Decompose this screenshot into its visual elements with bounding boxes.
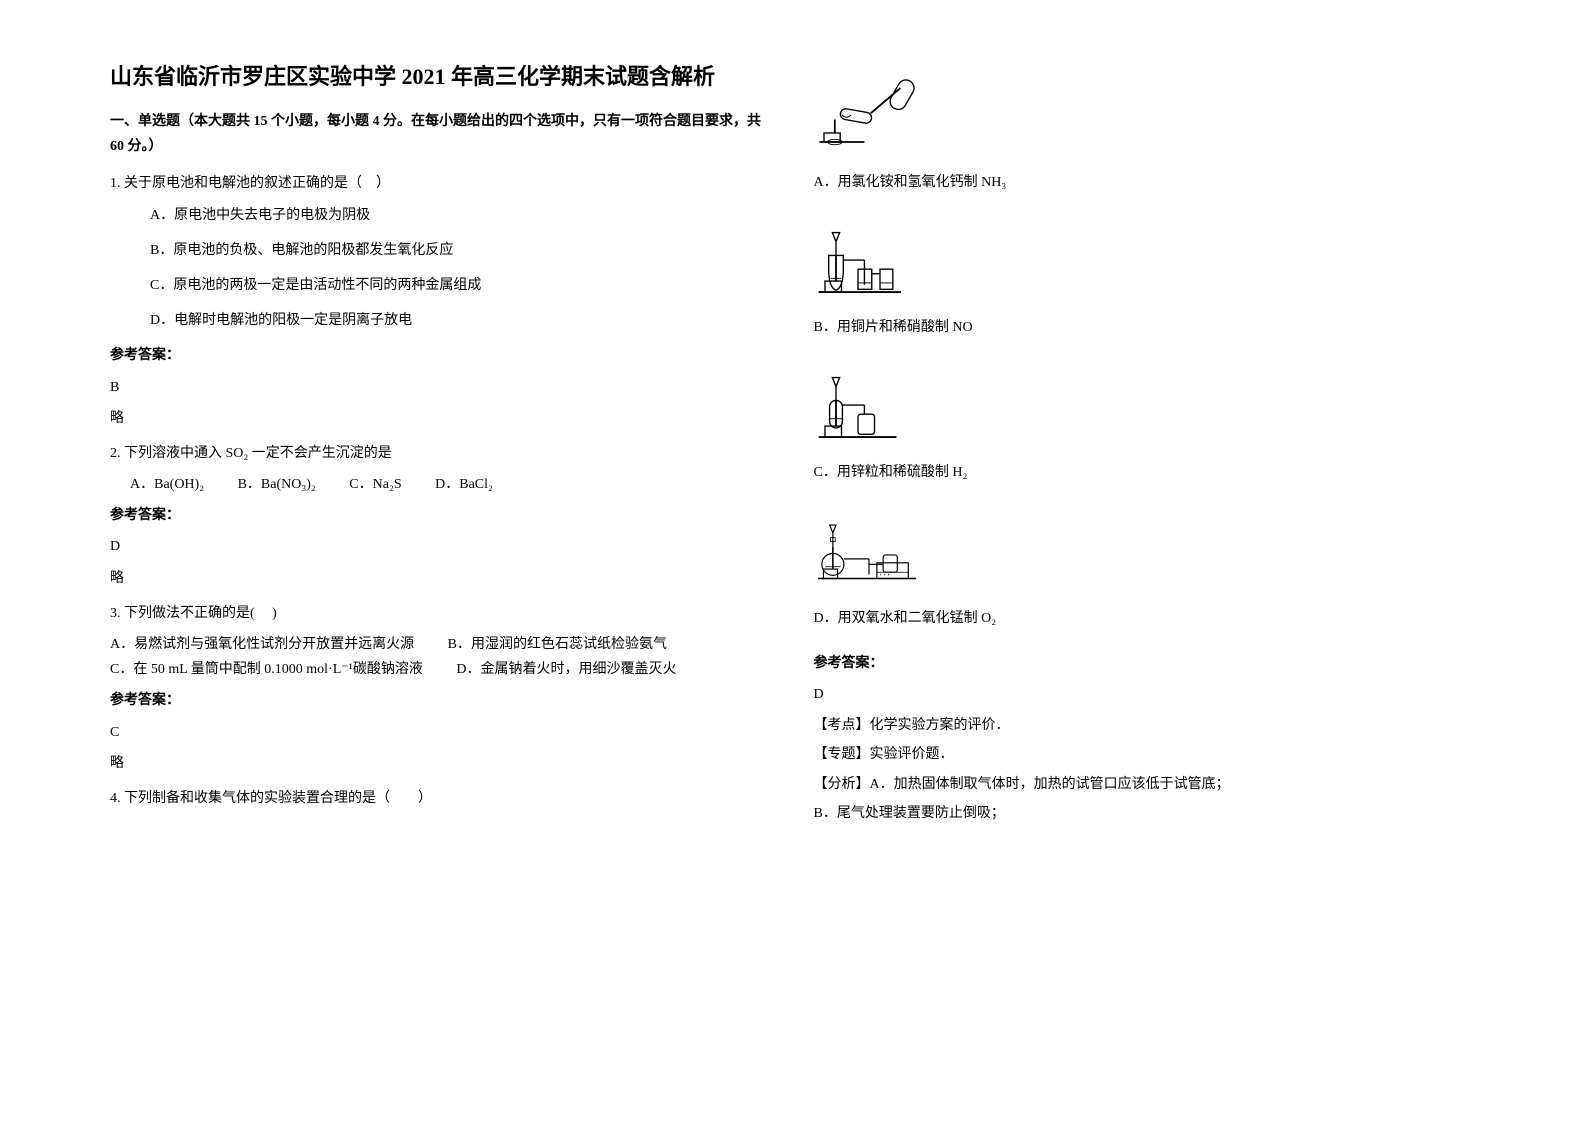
q1-note: 略: [110, 406, 774, 431]
q1-option-b: B．原电池的负极、电解池的阳极都发生氧化反应: [150, 238, 774, 263]
apparatus-a-icon: [814, 70, 924, 160]
q3-options-row1: A．易燃试剂与强氧化性试剂分开放置并远离火源 B．用湿润的红色石蕊试纸检验氨气: [110, 632, 774, 657]
q2-stem: 2. 下列溶液中通入 SO₂ 一定不会产生沉淀的是: [110, 441, 774, 466]
q4-point: 【考点】化学实验方案的评价．: [814, 713, 1478, 738]
document-title: 山东省临沂市罗庄区实验中学 2021 年高三化学期末试题含解析: [110, 60, 774, 93]
question-1: 1. 关于原电池和电解池的叙述正确的是（ ） A．原电池中失去电子的电极为阴极 …: [110, 171, 774, 431]
question-2: 2. 下列溶液中通入 SO₂ 一定不会产生沉淀的是 A．Ba(OH)₂ B．Ba…: [110, 441, 774, 591]
q2-options: A．Ba(OH)₂ B．Ba(NO₃)₂ C．Na₂S D．BaCl₂: [130, 472, 774, 497]
q3-option-a: A．易燃试剂与强氧化性试剂分开放置并远离火源: [110, 632, 414, 657]
q3-answer-label: 参考答案：: [110, 688, 774, 713]
q4-label-c: C．用锌粒和稀硫酸制 H₂: [814, 460, 1478, 485]
q3-option-c: C．在 50 mL 量筒中配制 0.1000 mol·L⁻¹碳酸钠溶液: [110, 657, 423, 682]
q3-stem: 3. 下列做法不正确的是( ): [110, 601, 774, 626]
q4-diagram-d: [814, 506, 1478, 596]
q4-label-a: A．用氯化铵和氢氧化钙制 NH₃: [814, 170, 1478, 195]
q2-note: 略: [110, 566, 774, 591]
q4-answer-label: 参考答案：: [814, 651, 1478, 676]
q3-note: 略: [110, 751, 774, 776]
q1-option-d: D．电解时电解池的阳极一定是阴离子放电: [150, 308, 774, 333]
q1-answer: B: [110, 375, 774, 400]
question-4: 4. 下列制备和收集气体的实验装置合理的是（ ）: [110, 786, 774, 811]
q1-answer-label: 参考答案：: [110, 343, 774, 368]
q2-answer: D: [110, 534, 774, 559]
q4-diagram-b: [814, 215, 1478, 305]
section-header: 一、单选题（本大题共 15 个小题，每小题 4 分。在每小题给出的四个选项中，只…: [110, 109, 774, 159]
q2-option-d: D．BaCl₂: [435, 472, 493, 497]
question-3: 3. 下列做法不正确的是( ) A．易燃试剂与强氧化性试剂分开放置并远离火源 B…: [110, 601, 774, 776]
apparatus-b-icon: [814, 215, 924, 305]
q3-options-row2: C．在 50 mL 量筒中配制 0.1000 mol·L⁻¹碳酸钠溶液 D．金属…: [110, 657, 774, 682]
q1-option-c: C．原电池的两极一定是由活动性不同的两种金属组成: [150, 273, 774, 298]
q4-diagram-a: [814, 70, 1478, 160]
q4-label-b: B．用铜片和稀硝酸制 NO: [814, 315, 1478, 340]
q2-option-a: A．Ba(OH)₂: [130, 472, 204, 497]
q2-answer-label: 参考答案：: [110, 503, 774, 528]
q2-option-c: C．Na₂S: [349, 472, 401, 497]
apparatus-c-icon: [814, 360, 924, 450]
q4-analysis-b: B．尾气处理装置要防止倒吸；: [814, 801, 1478, 826]
q4-topic: 【专题】实验评价题．: [814, 742, 1478, 767]
q4-label-d: D．用双氧水和二氧化锰制 O₂: [814, 606, 1478, 631]
q4-answer: D: [814, 682, 1478, 707]
q4-analysis-a: 【分析】A．加热固体制取气体时，加热的试管口应该低于试管底；: [814, 772, 1478, 797]
apparatus-d-icon: [814, 506, 924, 596]
q4-diagram-c: [814, 360, 1478, 450]
q3-option-b: B．用湿润的红色石蕊试纸检验氨气: [448, 632, 667, 657]
q1-option-a: A．原电池中失去电子的电极为阴极: [150, 203, 774, 228]
q2-option-b: B．Ba(NO₃)₂: [238, 472, 316, 497]
q3-option-d: D．金属钠着火时，用细沙覆盖灭火: [456, 657, 676, 682]
q1-stem: 1. 关于原电池和电解池的叙述正确的是（ ）: [110, 171, 774, 196]
q4-stem: 4. 下列制备和收集气体的实验装置合理的是（ ）: [110, 786, 774, 811]
q3-answer: C: [110, 720, 774, 745]
